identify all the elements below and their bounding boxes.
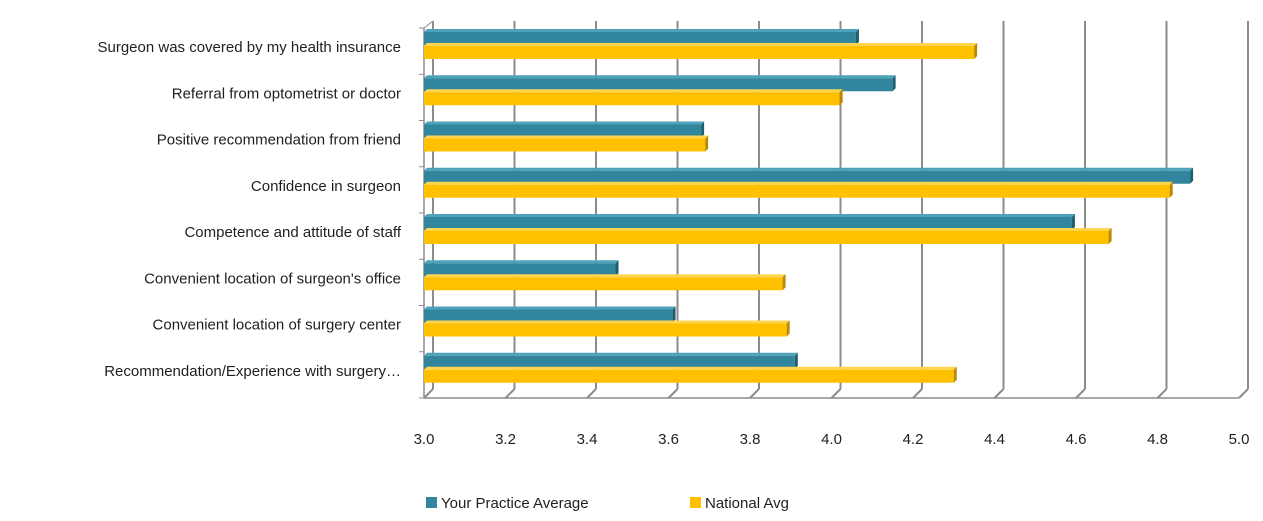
bar <box>424 121 705 138</box>
bar <box>424 43 978 59</box>
category-label: Recommendation/Experience with surgery… <box>104 363 401 380</box>
x-tick-label: 4.4 <box>984 431 1005 448</box>
gridline <box>1238 21 1249 399</box>
bar <box>424 366 957 383</box>
x-tick-label: 4.2 <box>903 431 924 448</box>
category-label: Confidence in surgeon <box>251 178 401 195</box>
gridline <box>1075 21 1086 399</box>
bar <box>424 135 709 152</box>
bar <box>424 29 859 45</box>
x-tick-label: 3.4 <box>577 431 598 448</box>
bars <box>424 29 1194 383</box>
bar <box>424 75 896 92</box>
bar <box>424 181 1173 198</box>
x-tick-label: 3.6 <box>658 431 679 448</box>
gridline <box>993 21 1005 399</box>
bar <box>424 89 843 106</box>
x-tick-label: 3.2 <box>495 431 516 448</box>
bar <box>424 306 676 323</box>
x-tick-label: 3.8 <box>740 431 761 448</box>
x-tick-label: 4.8 <box>1147 431 1168 448</box>
category-label: Convenient location of surgery center <box>153 317 401 334</box>
category-label: Positive recommendation from friend <box>157 132 401 149</box>
x-tick-labels: 3.0 3.2 3.4 3.6 3.8 4.0 4.2 4.4 4.6 4.8 5.0 <box>414 431 1250 448</box>
category-label: Surgeon was covered by my health insuran… <box>97 39 401 56</box>
x-tick-label: 4.0 <box>821 431 842 448</box>
bar <box>424 228 1112 244</box>
category-labels: Surgeon was covered by my health insuran… <box>97 39 401 380</box>
gridline <box>912 21 923 399</box>
legend-swatch-national <box>690 497 701 508</box>
legend: Your Practice Average National Avg <box>426 495 789 512</box>
x-tick-label: 4.6 <box>1066 431 1087 448</box>
bar <box>424 352 798 369</box>
category-label: Competence and attitude of staff <box>184 224 401 241</box>
category-label: Convenient location of surgeon's office <box>144 270 401 287</box>
legend-label-practice: Your Practice Average <box>441 495 589 512</box>
bar <box>424 167 1194 184</box>
x-tick-label: 3.0 <box>414 431 435 448</box>
bar <box>424 260 619 277</box>
gridline <box>1156 21 1168 399</box>
bar <box>424 320 790 337</box>
y-axis-top-diagonal <box>423 20 434 29</box>
category-label: Referral from optometrist or doctor <box>172 85 401 102</box>
legend-label-national: National Avg <box>705 495 789 512</box>
bar <box>424 214 1075 230</box>
bar <box>424 274 786 291</box>
legend-swatch-practice <box>426 497 437 508</box>
x-tick-label: 5.0 <box>1229 431 1250 448</box>
